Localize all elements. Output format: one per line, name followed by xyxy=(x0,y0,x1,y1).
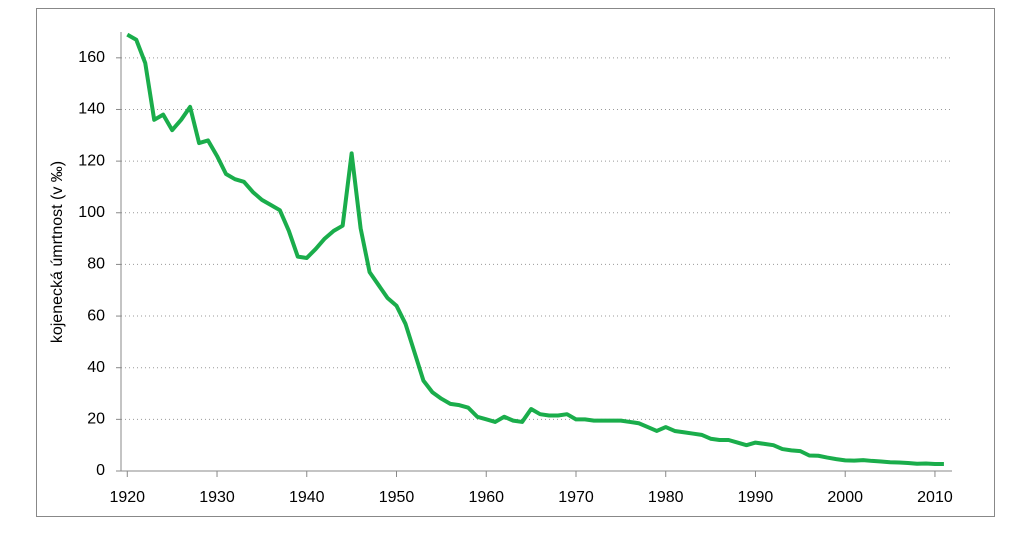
chart-frame xyxy=(36,8,995,517)
x-tick-label: 1920 xyxy=(109,489,145,506)
y-tick-label: 120 xyxy=(78,152,105,169)
x-tick-label: 1990 xyxy=(738,489,774,506)
x-tick-label: 1980 xyxy=(648,489,684,506)
data-line xyxy=(126,32,944,467)
x-tick-label: 2000 xyxy=(827,489,863,506)
y-tick-label: 60 xyxy=(87,307,105,324)
x-tick-label: 1970 xyxy=(558,489,594,506)
y-tick-label: 160 xyxy=(78,49,105,66)
y-tick-label: 40 xyxy=(87,359,105,376)
x-tick-label: 2010 xyxy=(917,489,953,506)
x-tick-label: 1940 xyxy=(289,489,325,506)
y-tick-label: 20 xyxy=(87,411,105,428)
y-tick-label: 100 xyxy=(78,204,105,221)
y-tick-label: 80 xyxy=(87,256,105,273)
y-axis-label: kojenecká úmrtnost (v ‰) xyxy=(49,161,66,343)
y-tick-label: 0 xyxy=(96,462,105,479)
x-tick-label: 1930 xyxy=(199,489,235,506)
x-tick-label: 1960 xyxy=(468,489,504,506)
x-tick-label: 1950 xyxy=(379,489,415,506)
y-tick-label: 140 xyxy=(78,101,105,118)
